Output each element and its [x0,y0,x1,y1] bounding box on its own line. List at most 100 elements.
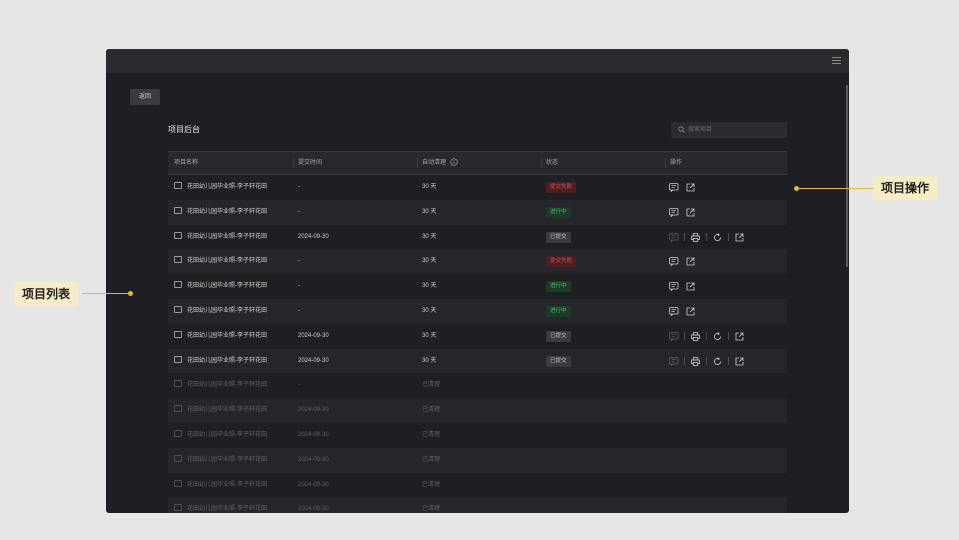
back-button[interactable]: 返回 [130,89,160,105]
auto-cleanup: 30 天 [422,233,437,240]
project-name-cell: 花田幼儿园毕业照-李子轩花田 [174,200,267,225]
status-cell: 已提交 [546,349,571,374]
callout-line-right [797,188,873,189]
detail-icon[interactable] [668,356,679,367]
open-external-icon[interactable] [734,331,745,342]
status-cell: 提交失败 [546,249,577,274]
project-name: 花田幼儿园毕业照-李子轩花田 [187,208,267,215]
table-row[interactable]: 花田幼儿园毕业照-李子轩花田 2024-09-30 30 天 已提交 [168,324,787,349]
project-name-cell: 花田幼儿园毕业照-李子轩花田 [174,299,267,324]
project-name: 花田幼儿园毕业照-李子轩花田 [187,456,267,463]
detail-icon[interactable] [668,281,679,292]
status-cell: 已提交 [546,225,571,250]
folder-icon [174,256,182,264]
detail-icon[interactable] [668,182,679,193]
submit-time: 2024-09-30 [298,407,329,414]
status-cell: 进行中 [546,299,571,324]
open-external-icon[interactable] [685,207,696,218]
action-divider [684,332,685,341]
folder-icon [174,479,182,487]
table-row[interactable]: 花田幼儿园毕业照-李子轩花田 - 已清理 [168,373,787,398]
table-row[interactable]: 花田幼儿园毕业照-李子轩花田 - 30 天 提交失败 [168,249,787,275]
detail-icon[interactable] [668,306,679,317]
column-header-actions: 操作 [665,158,682,168]
status-cell: 提交失败 [546,175,577,200]
refresh-icon[interactable] [712,232,723,243]
action-divider [728,357,729,366]
project-name: 花田幼儿园毕业照-李子轩花田 [187,184,267,190]
auto-cleanup: 30 天 [422,208,437,215]
table-row[interactable]: 花田幼儿园毕业照-李子轩花田 2024-09-30 已清理 [168,497,787,513]
action-divider [728,332,729,341]
column-header-cleanup: 自动清理 [417,158,458,168]
open-external-icon[interactable] [685,256,696,267]
table-header: 项目名称 提交时间 自动清理 状态 操作 [168,151,787,175]
print-icon[interactable] [690,331,701,342]
open-external-icon[interactable] [685,306,696,317]
submit-time: - [298,258,300,265]
detail-icon[interactable] [668,207,679,218]
status-badge: 进行中 [546,305,571,317]
project-name-cell: 花田幼儿园毕业照-李子轩花田 [174,423,267,448]
scrollbar-thumb[interactable] [846,85,848,267]
refresh-icon[interactable] [712,356,723,367]
table-row[interactable]: 花田幼儿园毕业照-李子轩花田 2024-09-30 已清理 [168,423,787,448]
auto-cleanup: 30 天 [422,184,437,190]
submit-time: - [298,184,300,190]
project-name: 花田幼儿园毕业照-李子轩花田 [187,258,267,265]
app-window: 返回 项目后台 项目名称 提交时间 自动清理 状态 操作 花田幼儿园毕业照-李子… [106,49,849,513]
table-row[interactable]: 花田幼儿园毕业照-李子轩花田 2024-09-30 30 天 已提交 [168,225,787,250]
folder-icon [174,380,182,388]
row-actions [668,182,696,193]
folder-icon [174,305,182,313]
table-row[interactable]: 花田幼儿园毕业照-李子轩花田 2024-09-30 30 天 已提交 [168,348,787,374]
project-name: 花田幼儿园毕业照-李子轩花田 [187,506,267,513]
project-name-cell: 花田幼儿园毕业照-李子轩花田 [174,373,267,398]
project-name: 花田幼儿园毕业照-李子轩花田 [187,382,267,389]
search-input[interactable] [688,122,783,138]
row-actions [668,331,745,342]
refresh-icon[interactable] [712,331,723,342]
table-body: 花田幼儿园毕业照-李子轩花田 -30 天提交失败 花田幼儿园毕业照-李子轩花田 -30… [168,175,787,513]
submit-time: - [298,283,300,290]
row-actions [668,356,745,367]
open-external-icon[interactable] [685,281,696,292]
status-badge: 已提交 [546,355,571,367]
action-divider [706,357,707,366]
table-row[interactable]: 花田幼儿园毕业照-李子轩花田 - 30 天 进行中 [168,199,787,225]
folder-icon [174,429,182,437]
detail-icon[interactable] [668,331,679,342]
project-name: 花田幼儿园毕业照-李子轩花田 [187,407,267,414]
table-row[interactable]: 花田幼儿园毕业照-李子轩花田 - 30 天 进行中 [168,298,787,324]
open-external-icon[interactable] [734,232,745,243]
table-row[interactable]: 花田幼儿园毕业照-李子轩花田 2024-09-30 已清理 [168,398,787,423]
submit-time: 2024-09-30 [298,357,329,364]
info-icon[interactable] [450,158,458,166]
table-row[interactable]: 花田幼儿园毕业照-李子轩花田 - 30 天 进行中 [168,274,787,299]
print-icon[interactable] [690,232,701,243]
project-name: 花田幼儿园毕业照-李子轩花田 [187,357,267,364]
auto-cleanup: 30 天 [422,357,437,364]
submit-time: 2024-09-30 [298,506,329,513]
search-box[interactable] [671,122,787,138]
detail-icon[interactable] [668,232,679,243]
hamburger-icon[interactable] [832,57,841,65]
auto-cleanup: 30 天 [422,283,437,290]
print-icon[interactable] [690,356,701,367]
open-external-icon[interactable] [734,356,745,367]
project-name: 花田幼儿园毕业照-李子轩花田 [187,307,267,314]
folder-icon [174,355,182,363]
project-name-cell: 花田幼儿园毕业照-李子轩花田 [174,249,267,274]
project-table: 项目名称 提交时间 自动清理 状态 操作 花田幼儿园毕业照-李子轩花田 - 30 天… [168,151,787,513]
submit-time: 2024-09-30 [298,332,329,339]
open-external-icon[interactable] [685,182,696,193]
table-row[interactable]: 花田幼儿园毕业照-李子轩花田 - 30 天 提交失败 [168,175,787,200]
row-actions [668,256,696,267]
auto-cleanup: 30 天 [422,332,437,339]
submit-time: - [298,208,300,215]
callout-line-left [82,293,130,294]
detail-icon[interactable] [668,256,679,267]
status-badge: 进行中 [546,206,571,218]
table-row[interactable]: 花田幼儿园毕业照-李子轩花田 2024-09-30 已清理 [168,447,787,473]
table-row[interactable]: 花田幼儿园毕业照-李子轩花田 2024-09-30 已清理 [168,473,787,498]
